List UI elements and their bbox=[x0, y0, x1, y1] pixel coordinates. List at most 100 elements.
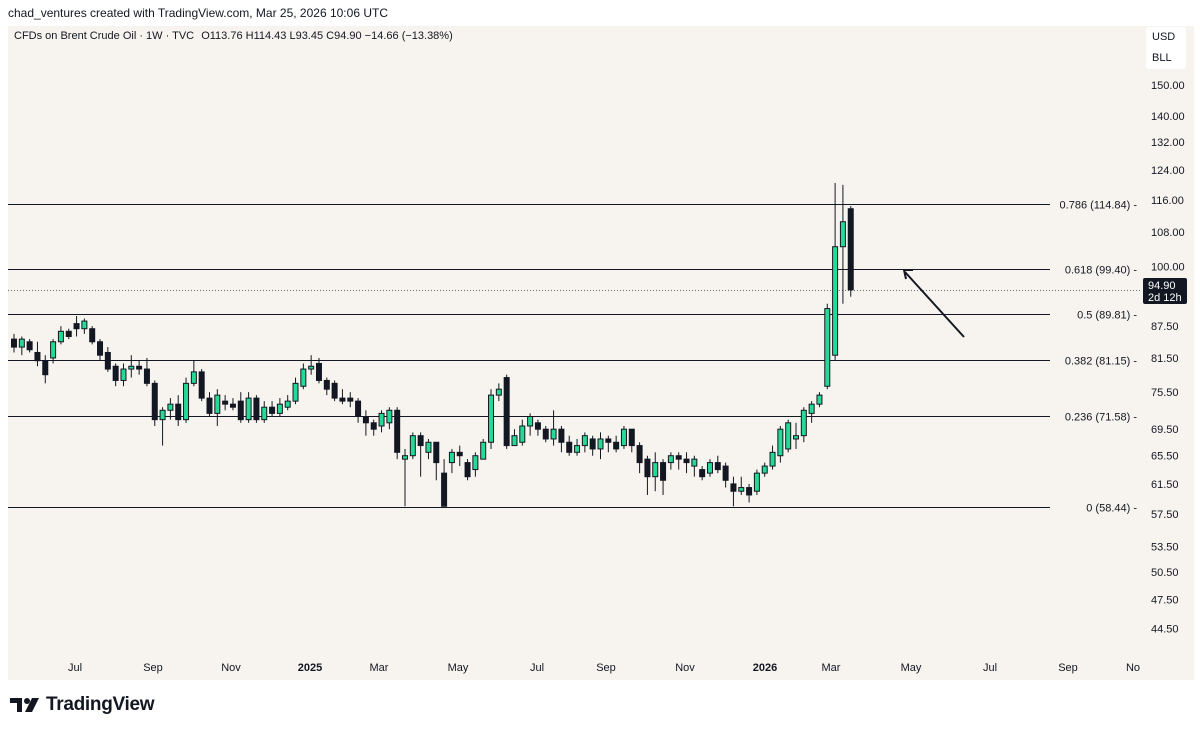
price-tick-9: 75.50 bbox=[1151, 387, 1179, 399]
tradingview-footer[interactable]: TradingView bbox=[10, 694, 155, 716]
candle-54 bbox=[433, 441, 440, 481]
candle-body bbox=[245, 397, 252, 421]
candle-body bbox=[675, 455, 682, 460]
candle-body bbox=[597, 438, 604, 450]
candle-96 bbox=[761, 462, 768, 477]
candle-103 bbox=[816, 392, 823, 408]
candle-body bbox=[370, 422, 377, 430]
candle-25 bbox=[206, 392, 213, 417]
candle-3 bbox=[34, 341, 41, 367]
candle-body bbox=[222, 400, 229, 405]
candle-10 bbox=[89, 326, 96, 345]
candle-body bbox=[714, 462, 721, 471]
candle-body bbox=[495, 388, 502, 396]
candle-19 bbox=[159, 407, 166, 446]
candle-97 bbox=[769, 445, 776, 470]
candle-body bbox=[378, 412, 385, 427]
candle-body bbox=[816, 394, 823, 405]
candle-body bbox=[832, 246, 839, 356]
candle-body bbox=[159, 409, 166, 421]
candle-body bbox=[50, 341, 57, 359]
candle-body bbox=[628, 428, 635, 447]
arrow-line bbox=[904, 271, 965, 338]
price-tick-11: 65.50 bbox=[1151, 451, 1179, 463]
price-tick-3: 124.00 bbox=[1151, 165, 1185, 177]
candle-body bbox=[746, 487, 753, 496]
candle-body bbox=[97, 341, 104, 356]
candle-79 bbox=[628, 428, 635, 453]
candle-101 bbox=[800, 407, 807, 443]
candle-44 bbox=[355, 398, 362, 423]
candle-body bbox=[300, 368, 307, 387]
arrow-head bbox=[902, 269, 913, 280]
candle-11 bbox=[97, 339, 104, 361]
candle-30 bbox=[245, 392, 252, 423]
price-tick-2: 132.00 bbox=[1151, 137, 1185, 149]
candle-17 bbox=[143, 357, 150, 387]
candle-34 bbox=[276, 398, 283, 417]
candle-63 bbox=[503, 374, 510, 449]
candle-body bbox=[183, 382, 190, 421]
candle-95 bbox=[753, 469, 760, 495]
candle-33 bbox=[269, 401, 276, 417]
candle-21 bbox=[175, 395, 182, 426]
candle-22 bbox=[183, 377, 190, 423]
candle-62 bbox=[495, 383, 502, 402]
price-tick-15: 50.50 bbox=[1151, 567, 1179, 579]
candle-69 bbox=[550, 410, 557, 446]
candle-body bbox=[581, 435, 588, 447]
fib-label-1: 0.618 (99.40) - bbox=[1065, 265, 1137, 277]
candle-body bbox=[402, 455, 408, 460]
candle-92 bbox=[730, 476, 737, 507]
candle-83 bbox=[660, 459, 667, 495]
candle-31 bbox=[253, 395, 260, 423]
candle-13 bbox=[112, 363, 119, 387]
candle-body bbox=[89, 328, 96, 343]
fib-label-3: 0.382 (81.15) - bbox=[1065, 356, 1137, 368]
candle-body bbox=[57, 330, 64, 343]
candle-0 bbox=[11, 333, 17, 353]
candle-body bbox=[480, 441, 487, 460]
candle-body bbox=[269, 406, 276, 414]
candle-104 bbox=[824, 303, 831, 390]
time-tick-0: Jul bbox=[68, 662, 82, 674]
candle-91 bbox=[722, 462, 729, 488]
candle-35 bbox=[284, 395, 291, 411]
candle-body bbox=[409, 435, 416, 457]
candle-36 bbox=[292, 377, 299, 405]
chart-panel[interactable] bbox=[8, 26, 1194, 680]
candle-body bbox=[276, 403, 283, 414]
candle-body bbox=[839, 221, 846, 248]
candle-98 bbox=[777, 425, 784, 463]
candle-71 bbox=[566, 435, 573, 456]
candle-18 bbox=[151, 380, 158, 426]
candle-37 bbox=[300, 363, 307, 390]
fib-label-5: 0 (58.44) - bbox=[1086, 503, 1137, 515]
fib-label-4: 0.236 (71.58) - bbox=[1065, 412, 1137, 424]
unit-label[interactable]: BLL bbox=[1152, 52, 1172, 64]
candle-body bbox=[785, 422, 792, 450]
candle-82 bbox=[652, 452, 659, 492]
candle-body bbox=[605, 438, 612, 443]
candle-81 bbox=[644, 455, 651, 495]
candle-body bbox=[136, 365, 143, 370]
candle-body bbox=[644, 458, 651, 478]
candle-4 bbox=[42, 355, 49, 384]
price-tick-14: 53.50 bbox=[1151, 541, 1179, 553]
candle-body bbox=[800, 409, 807, 437]
ohlc-values: O113.76 H114.43 L93.45 C94.90 −14.66 (−1… bbox=[201, 30, 453, 42]
candle-body bbox=[104, 351, 111, 370]
candle-body bbox=[26, 341, 33, 351]
currency-label[interactable]: USD bbox=[1152, 31, 1176, 43]
candle-32 bbox=[261, 401, 268, 423]
candle-56 bbox=[448, 448, 455, 474]
candle-body bbox=[558, 428, 565, 443]
candle-body bbox=[613, 441, 620, 450]
candle-102 bbox=[808, 401, 815, 423]
currency-unit-box[interactable] bbox=[1146, 27, 1186, 69]
time-tick-14: No bbox=[1126, 662, 1140, 674]
candle-body bbox=[11, 338, 17, 348]
candle-body bbox=[448, 451, 455, 464]
candle-body bbox=[34, 351, 41, 362]
